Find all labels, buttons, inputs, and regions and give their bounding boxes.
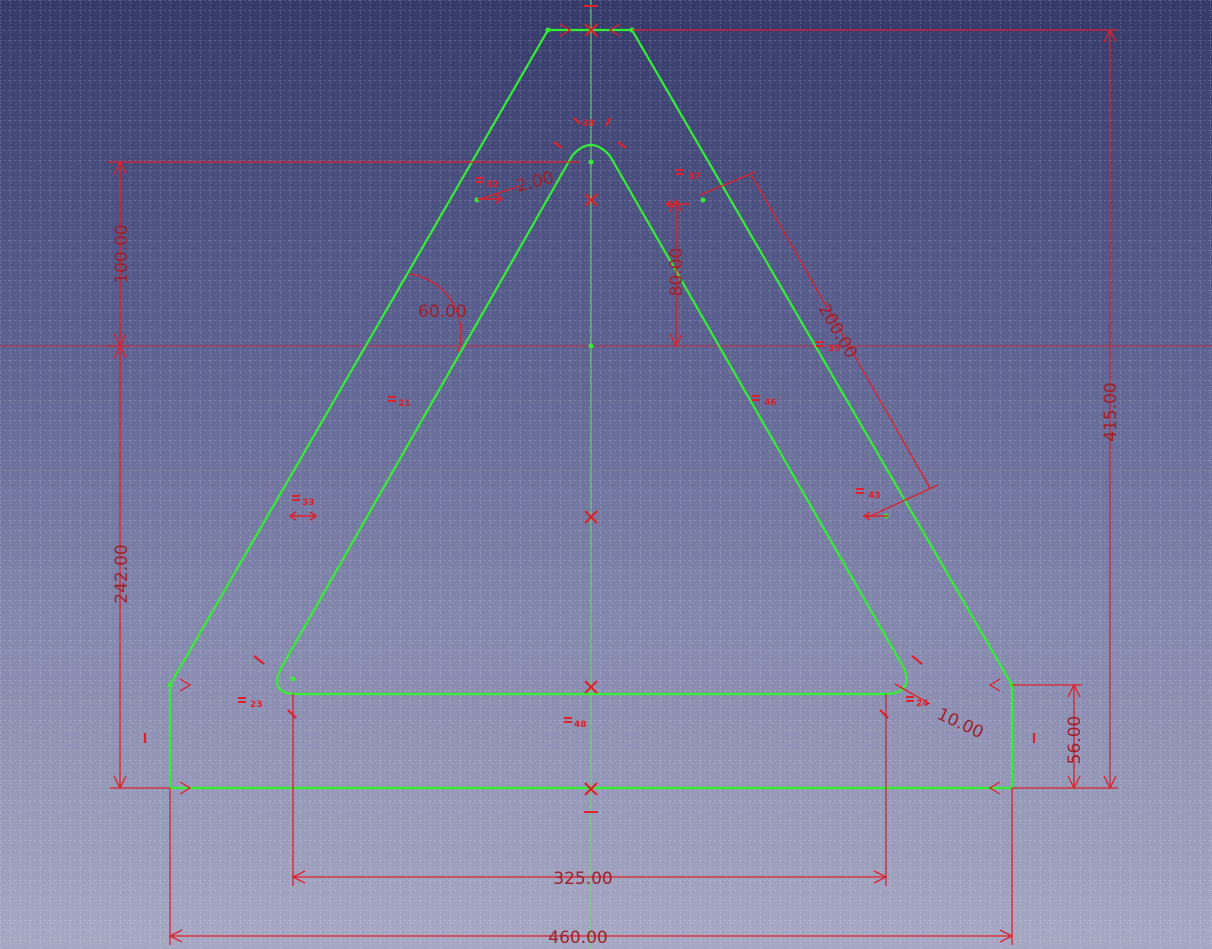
- dim-100[interactable]: 100.00: [112, 224, 132, 283]
- svg-text:43: 43: [868, 491, 881, 501]
- dim-460[interactable]: 460.00: [548, 928, 607, 948]
- svg-text:48: 48: [574, 720, 587, 730]
- constraint-arrows: [288, 194, 888, 521]
- svg-text:23: 23: [250, 700, 263, 710]
- dimension-lines: [108, 23, 1118, 945]
- dim-242[interactable]: 242.00: [112, 544, 132, 603]
- dim-60[interactable]: 60.00: [418, 302, 467, 322]
- dim-56[interactable]: 56.00: [1065, 716, 1085, 765]
- dim-80[interactable]: 80.00: [667, 248, 687, 297]
- dim-10[interactable]: 10.00: [934, 704, 987, 743]
- center-markers: [584, 5, 598, 813]
- svg-text:35: 35: [828, 344, 841, 354]
- svg-text:37: 37: [688, 172, 701, 182]
- inner-profile[interactable]: [276, 143, 908, 696]
- dim-325[interactable]: 325.00: [553, 869, 612, 889]
- svg-text:38: 38: [582, 119, 595, 129]
- svg-text:33: 33: [302, 498, 315, 508]
- dim-2[interactable]: 2.00: [514, 168, 556, 197]
- dim-415[interactable]: 415.00: [1101, 382, 1121, 441]
- constraint-icons: 21 32 33 23 48 24 43 46 35 37 38: [238, 119, 929, 730]
- svg-text:24: 24: [916, 699, 929, 709]
- svg-text:46: 46: [764, 398, 777, 408]
- svg-text:32: 32: [486, 180, 499, 190]
- constraint-ticks: [143, 117, 1036, 743]
- svg-text:21: 21: [398, 399, 411, 409]
